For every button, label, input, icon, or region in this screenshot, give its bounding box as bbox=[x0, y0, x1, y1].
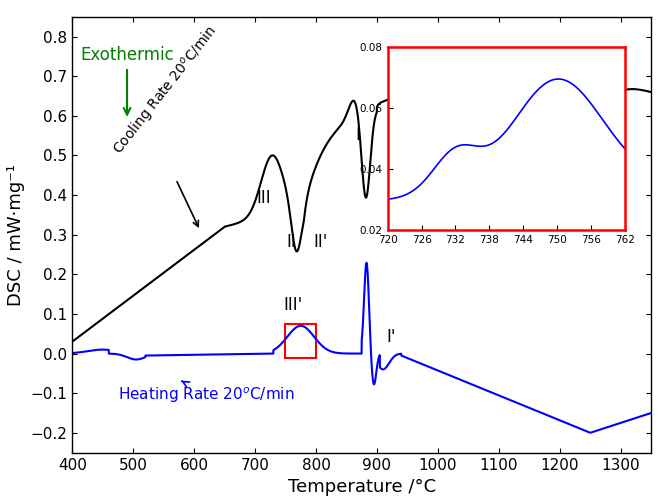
Text: III: III bbox=[256, 189, 271, 207]
Text: II: II bbox=[287, 232, 297, 250]
Y-axis label: DSC / mW·mg⁻¹: DSC / mW·mg⁻¹ bbox=[7, 163, 25, 306]
X-axis label: Temperature /°C: Temperature /°C bbox=[288, 478, 436, 496]
Text: I: I bbox=[355, 126, 360, 143]
Text: III': III' bbox=[283, 296, 303, 314]
Text: Cooling Rate 20$^o$C/min: Cooling Rate 20$^o$C/min bbox=[111, 23, 223, 159]
Text: Heating Rate 20$^o$C/min: Heating Rate 20$^o$C/min bbox=[118, 381, 295, 405]
Text: I': I' bbox=[386, 327, 395, 346]
Text: Exothermic: Exothermic bbox=[80, 46, 174, 115]
Bar bbox=[286, 324, 316, 358]
Text: II': II' bbox=[314, 232, 328, 250]
